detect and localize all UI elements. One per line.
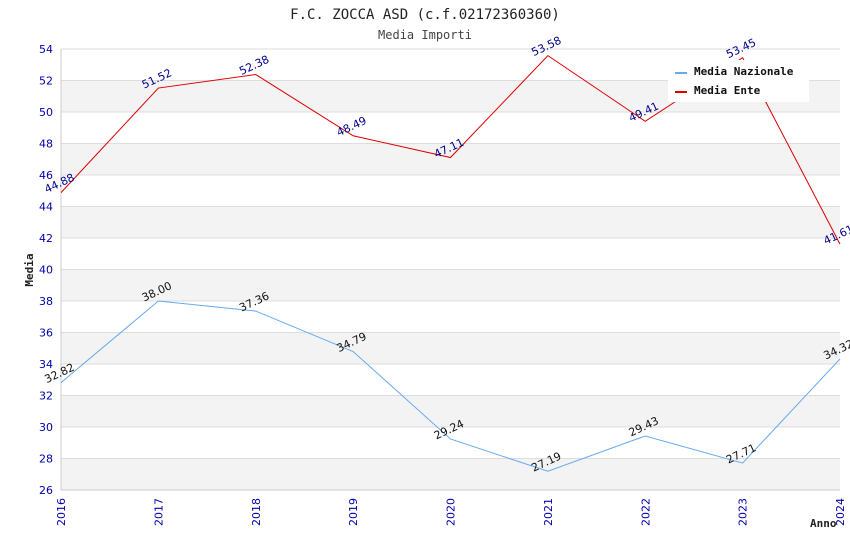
y-tick-label: 46	[39, 169, 53, 182]
y-axis-label: Media	[23, 253, 36, 286]
y-tick-label: 42	[39, 232, 53, 245]
y-tick-label: 28	[39, 453, 53, 466]
y-tick-label: 26	[39, 484, 53, 497]
x-tick-label: 2018	[250, 498, 263, 526]
legend: Media Nazionale Media Ente	[668, 60, 809, 102]
y-tick-label: 52	[39, 75, 53, 88]
y-tick-label: 44	[39, 201, 53, 214]
x-tick-label: 2022	[639, 498, 652, 526]
x-tick-label: 2020	[445, 498, 458, 526]
x-tick-label: 2019	[347, 498, 360, 526]
legend-box	[668, 60, 809, 102]
x-tick-labels: 2016 2017 2018 2019 2020 2021 2022 2023 2024	[55, 498, 847, 526]
data-label: 52.38	[237, 53, 271, 78]
y-tick-label: 34	[39, 358, 53, 371]
plot-band	[61, 395, 840, 427]
plot-bands	[61, 80, 840, 490]
x-tick-label: 2023	[737, 498, 750, 526]
y-tick-label: 48	[39, 138, 53, 151]
data-label: 53.45	[724, 36, 758, 61]
y-tick-label: 32	[39, 390, 53, 403]
y-tick-label: 54	[39, 43, 53, 56]
y-tick-label: 38	[39, 295, 53, 308]
y-tick-label: 30	[39, 421, 53, 434]
plot-band	[61, 269, 840, 301]
x-tick-label: 2016	[55, 498, 68, 526]
series-line	[60, 300, 841, 472]
y-tick-label: 36	[39, 327, 53, 340]
x-tick-label: 2024	[834, 498, 847, 526]
data-label: 53.58	[529, 34, 563, 59]
chart-subtitle: Media Importi	[378, 28, 472, 42]
legend-label-0: Media Nazionale	[694, 65, 794, 78]
x-axis-label: Anno	[810, 517, 837, 530]
legend-label-1: Media Ente	[694, 84, 761, 97]
chart-title: F.C. ZOCCA ASD (c.f.02172360360)	[290, 7, 560, 23]
plot-band	[61, 458, 840, 490]
x-tick-label: 2021	[542, 498, 555, 526]
y-tick-label: 50	[39, 106, 53, 119]
plot-band	[61, 332, 840, 364]
x-tick-label: 2017	[152, 498, 165, 526]
plot-band	[61, 206, 840, 238]
y-tick-labels: 26 28 30 32 34 36 38 40 42 44 46 48 50 52 54	[39, 43, 53, 497]
y-tick-label: 40	[39, 264, 53, 277]
plot-band	[61, 143, 840, 175]
